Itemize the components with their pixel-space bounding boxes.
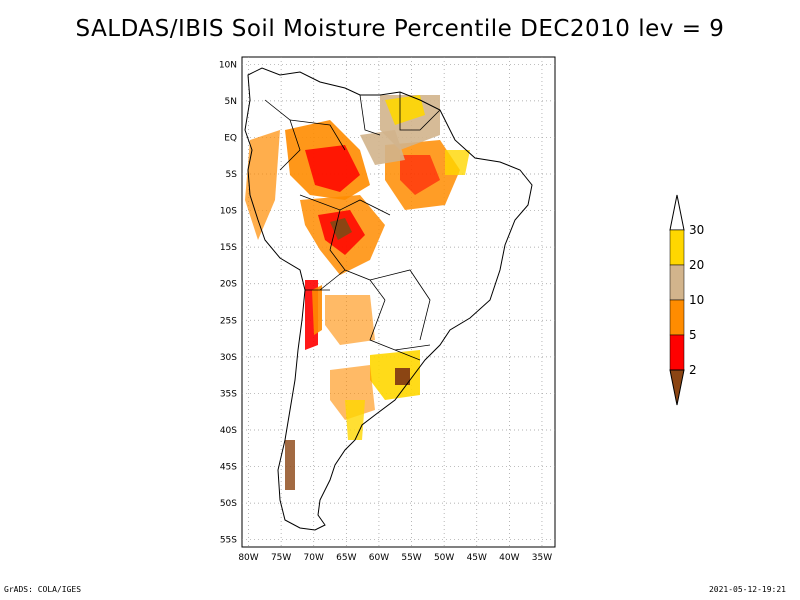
dry-region-andes-west xyxy=(245,130,280,240)
country-borders xyxy=(264,92,441,361)
lon-tick-label: 45W xyxy=(467,553,487,563)
colorbar-segment xyxy=(669,229,685,266)
colorbar-label: 10 xyxy=(689,293,704,307)
yellow-region-guiana xyxy=(385,95,425,125)
lon-tick-label: 80W xyxy=(238,553,258,563)
colorbar-top-arrow xyxy=(669,194,685,231)
yellow-region-ne-brazil xyxy=(445,150,470,175)
lat-tick-label: 35S xyxy=(220,389,237,399)
lat-tick-label: 10N xyxy=(219,60,237,70)
lat-tick-label: 5N xyxy=(225,97,237,107)
lon-tick-label: 75W xyxy=(271,553,291,563)
dry-region-central-brown xyxy=(330,218,352,240)
lat-tick-label: 20S xyxy=(220,280,237,290)
soil-moisture-shading xyxy=(245,95,470,490)
dry-region-amazon-core xyxy=(305,145,360,192)
colorbar-label: 20 xyxy=(689,258,704,272)
colorbar: 30 20 10 5 2 xyxy=(669,194,704,406)
colorbar-label: 2 xyxy=(689,363,697,377)
lat-tick-label: 10S xyxy=(220,207,237,217)
lat-tick-label: 15S xyxy=(220,243,237,253)
lat-tick-label: 55S xyxy=(220,536,237,546)
yellow-region-pampas xyxy=(345,400,365,440)
dry-region-ne-core xyxy=(400,155,440,195)
colorbar-segment xyxy=(669,334,685,371)
colorbar-bottom-arrow xyxy=(669,369,685,406)
lon-tick-label: 40W xyxy=(499,553,519,563)
lon-tick-label: 60W xyxy=(369,553,389,563)
map-frame xyxy=(241,56,556,548)
lon-tick-label: 55W xyxy=(401,553,421,563)
lat-tick-label: 30S xyxy=(220,353,237,363)
lon-tick-label: 70W xyxy=(304,553,324,563)
colorbar-segment xyxy=(669,264,685,301)
map-title: SALDAS/IBIS Soil Moisture Percentile DEC… xyxy=(75,16,725,42)
lon-tick-label: 50W xyxy=(434,553,454,563)
latitude-labels: 10N 5N EQ 5S 10S 15S 20S 25S 30S 35S 40S 45S 50S 55S xyxy=(219,60,237,545)
brown-spot-uruguay xyxy=(395,368,410,385)
dry-region-chaco xyxy=(325,295,375,345)
lat-tick-label: 45S xyxy=(220,463,237,473)
lat-tick-label: 5S xyxy=(226,170,238,180)
lat-tick-label: 40S xyxy=(220,426,237,436)
colorbar-label: 5 xyxy=(689,328,697,342)
lat-tick-label: 50S xyxy=(220,499,237,509)
lat-tick-label: EQ xyxy=(224,133,237,143)
longitude-labels: 80W 75W 70W 65W 60W 55W 50W 45W 40W 35W xyxy=(238,553,552,563)
colorbar-label: 30 xyxy=(689,223,704,237)
footer-timestamp: 2021-05-12-19:21 xyxy=(708,585,786,594)
dry-region-patagonia-south xyxy=(285,440,295,490)
footer-credit: GrADS: COLA/IGES xyxy=(4,585,82,594)
dry-region-chile-edge xyxy=(312,285,322,335)
south-america-coastline xyxy=(244,67,533,531)
tan-region-amazon-mouth xyxy=(360,130,405,165)
colorbar-segment xyxy=(669,299,685,336)
lon-tick-label: 35W xyxy=(532,553,552,563)
lat-tick-label: 25S xyxy=(220,316,237,326)
lon-tick-label: 65W xyxy=(336,553,356,563)
